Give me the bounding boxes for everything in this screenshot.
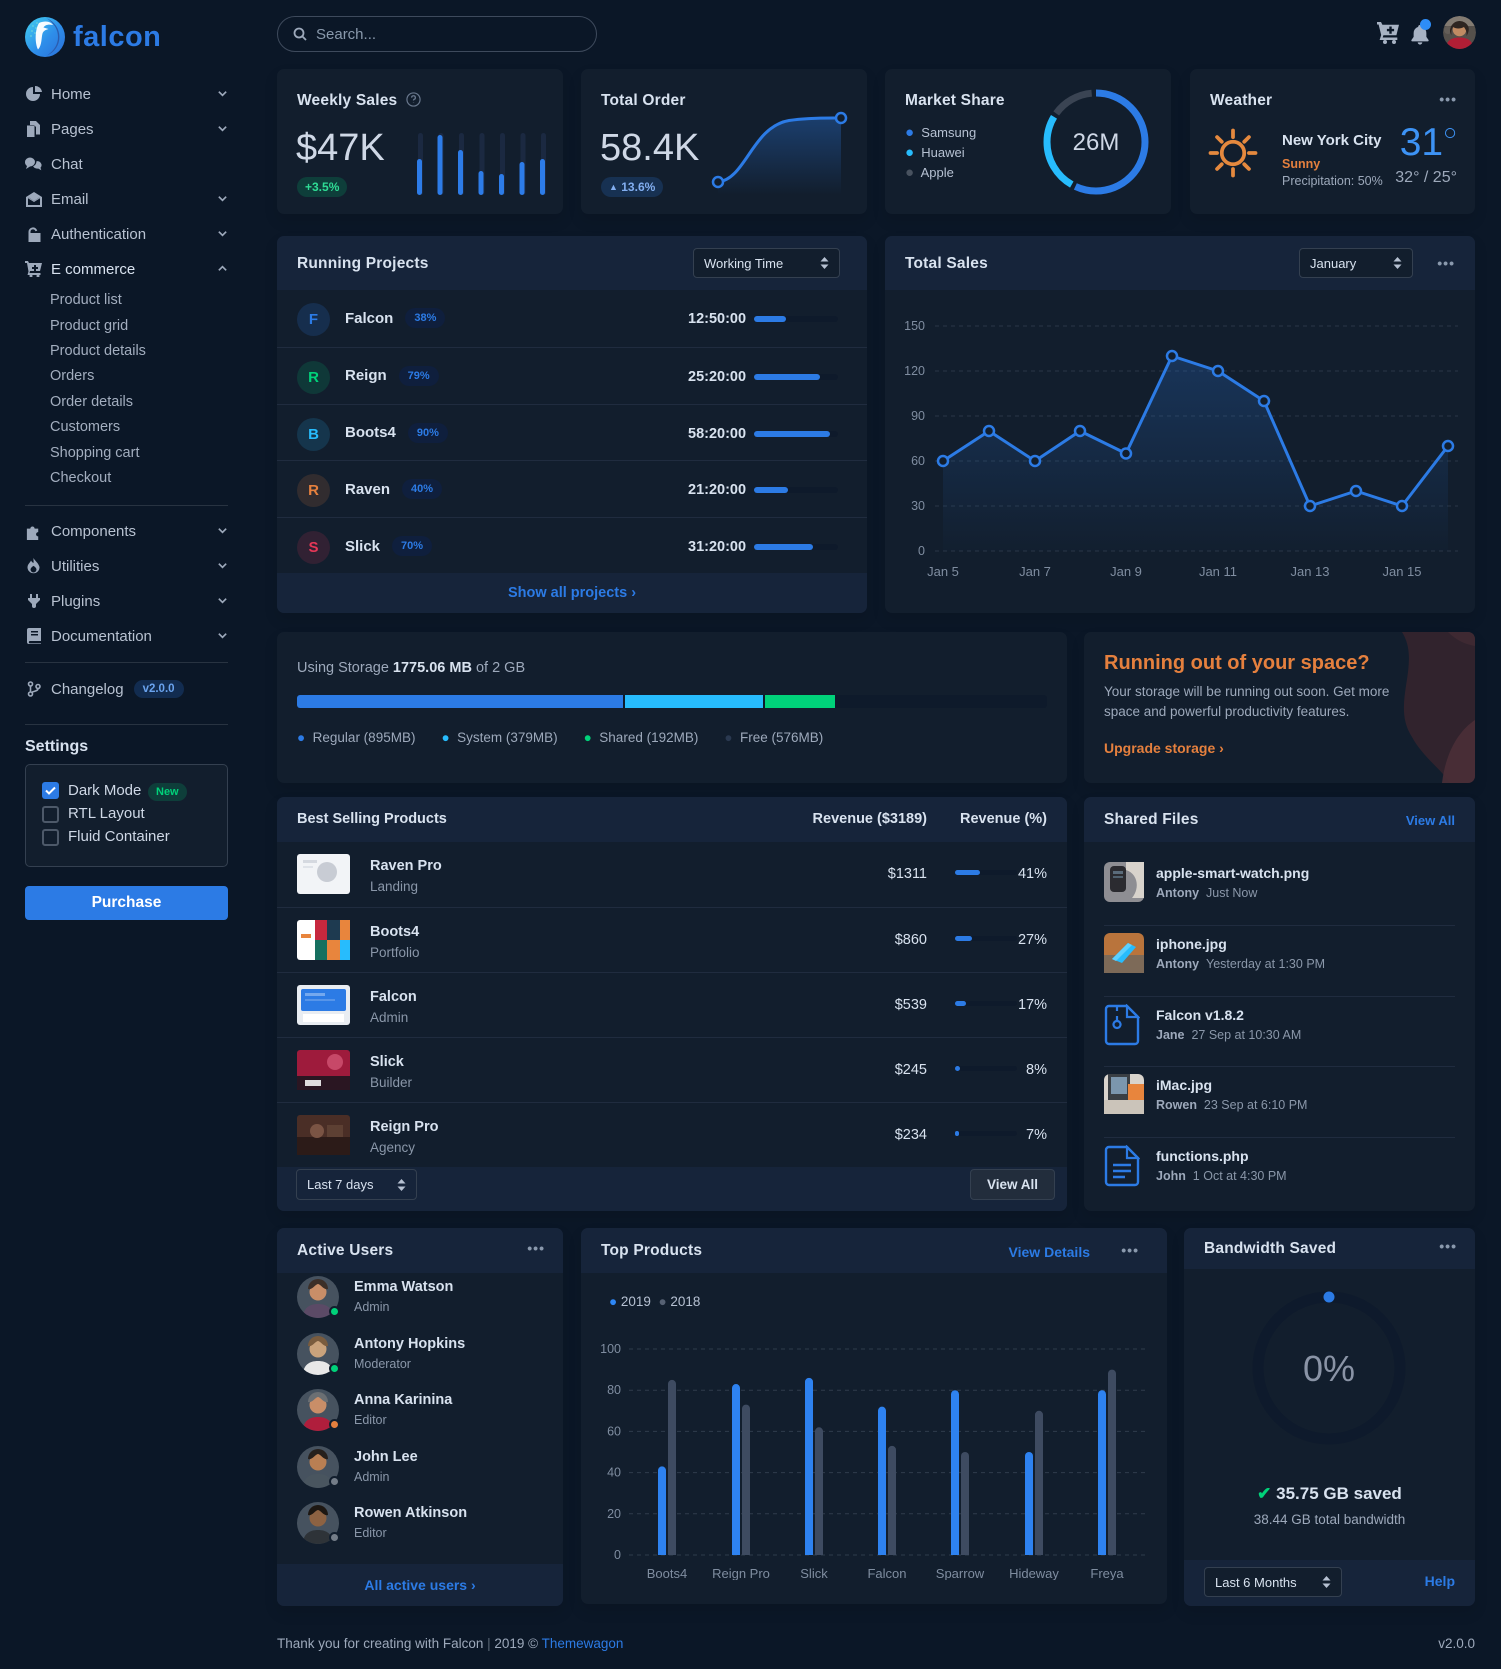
svg-text:Falcon: Falcon [867,1566,906,1580]
svg-text:0: 0 [614,1548,621,1562]
svg-text:Jan 11: Jan 11 [1199,564,1237,579]
svg-text:Slick: Slick [800,1566,828,1580]
svg-text:40: 40 [607,1466,621,1480]
svg-text:Freya: Freya [1090,1566,1124,1580]
svg-text:Jan 13: Jan 13 [1290,564,1329,579]
svg-text:26M: 26M [1073,129,1120,156]
svg-text:150: 150 [904,319,925,333]
svg-text:30: 30 [911,499,925,513]
svg-text:20: 20 [607,1507,621,1521]
svg-text:0: 0 [918,544,925,558]
svg-text:Jan 7: Jan 7 [1019,564,1051,579]
svg-text:0%: 0% [1303,1348,1355,1389]
svg-text:Hideway: Hideway [1009,1566,1059,1580]
svg-text:80: 80 [607,1383,621,1397]
svg-text:Jan 15: Jan 15 [1382,564,1421,579]
svg-text:100: 100 [600,1342,621,1356]
svg-text:60: 60 [607,1424,621,1438]
svg-text:Reign Pro: Reign Pro [712,1566,770,1580]
svg-text:60: 60 [911,454,925,468]
svg-text:Jan 5: Jan 5 [927,564,959,579]
svg-text:120: 120 [904,364,925,378]
svg-text:Jan 9: Jan 9 [1110,564,1142,579]
svg-text:Boots4: Boots4 [647,1566,687,1580]
svg-text:Sparrow: Sparrow [936,1566,985,1580]
svg-text:90: 90 [911,409,925,423]
